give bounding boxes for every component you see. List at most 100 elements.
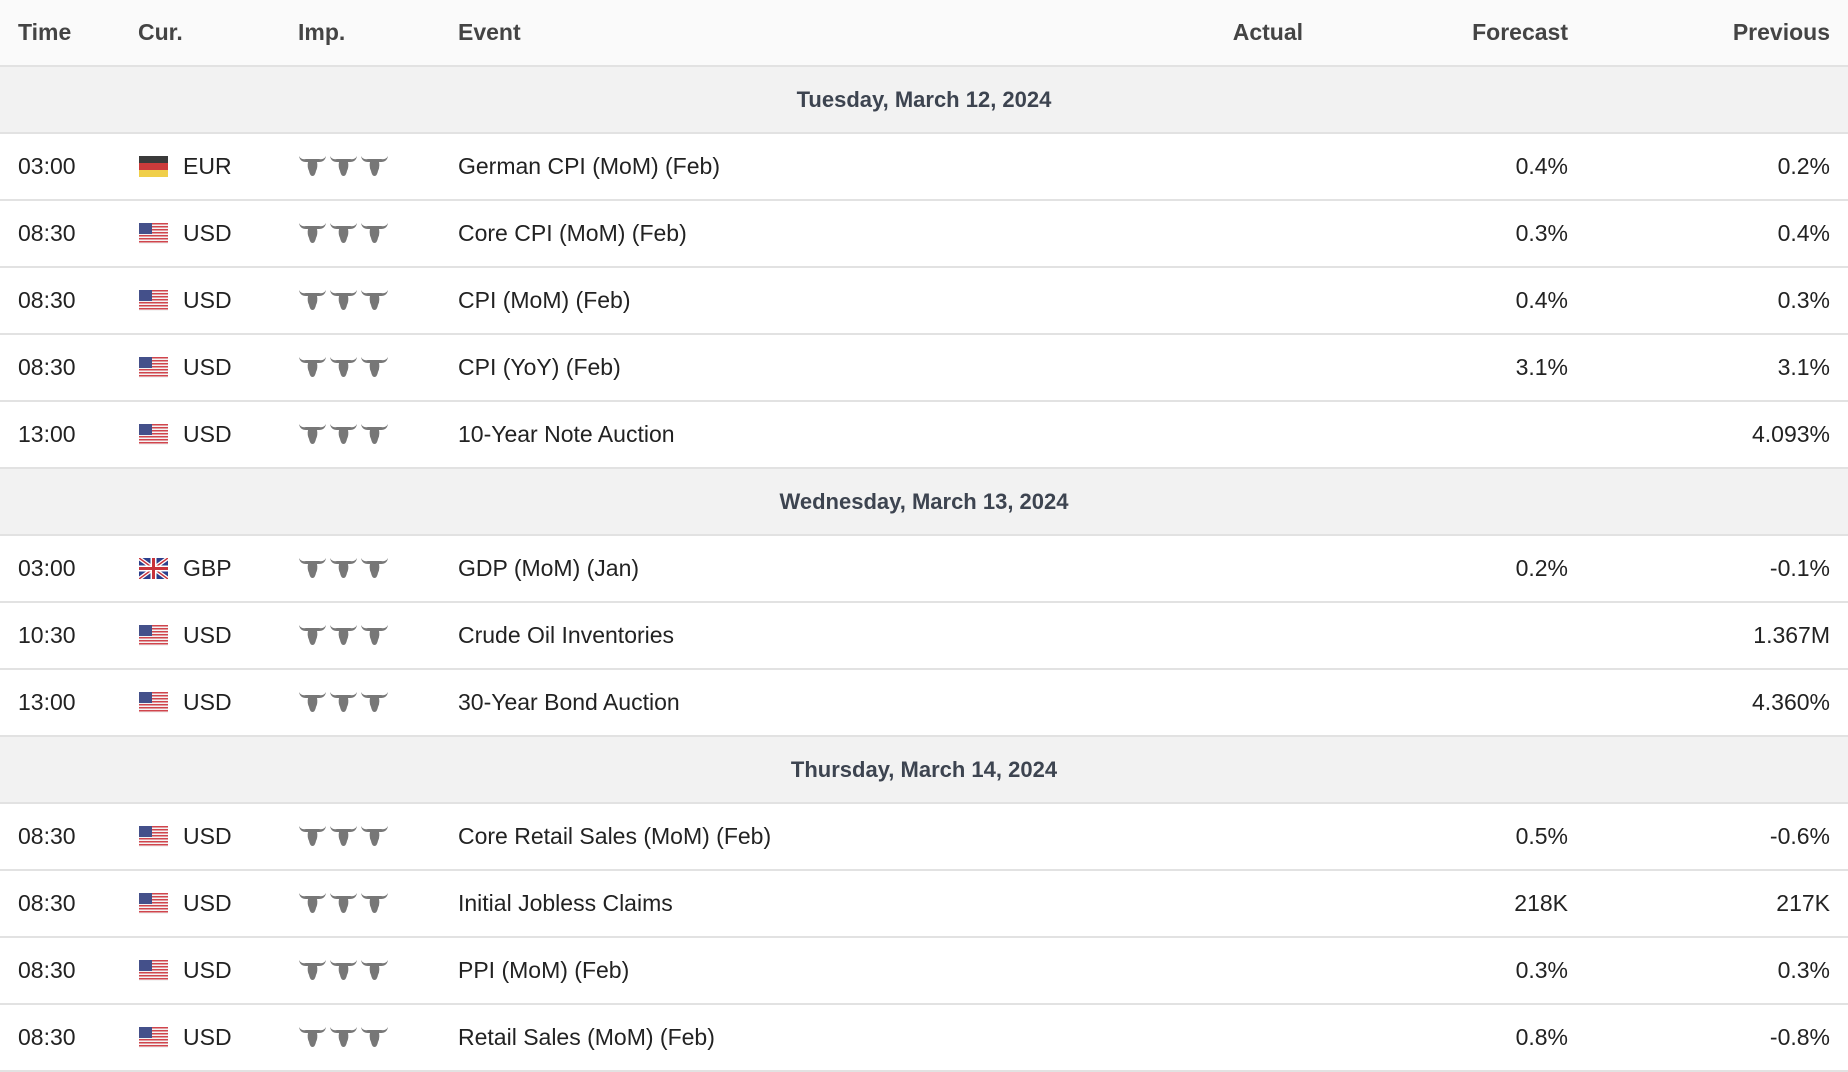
bull-icon	[299, 960, 326, 980]
event-previous: 0.3%	[1777, 957, 1830, 983]
event-row[interactable]: 08:30 USD CPI (YoY) (Feb) 3.1% 3.1%	[0, 335, 1848, 402]
bull-icon	[330, 290, 357, 310]
event-currency: USD	[183, 1024, 232, 1050]
flag-us-icon	[139, 290, 168, 311]
calendar-header: Time Cur. Imp. Event Actual Forecast Pre…	[0, 0, 1848, 67]
event-name[interactable]: CPI (YoY) (Feb)	[458, 354, 621, 380]
bull-icon	[299, 625, 326, 645]
col-time[interactable]: Time	[18, 19, 72, 45]
event-currency: USD	[183, 421, 232, 447]
event-time: 13:00	[18, 421, 76, 447]
date-label: Wednesday, March 13, 2024	[779, 489, 1069, 514]
importance-rating	[298, 623, 389, 647]
event-previous: 217K	[1776, 890, 1830, 916]
bull-icon	[299, 156, 326, 176]
bull-icon	[330, 558, 357, 578]
event-name[interactable]: German CPI (MoM) (Feb)	[458, 153, 720, 179]
event-previous: -0.6%	[1769, 823, 1830, 849]
event-name[interactable]: Crude Oil Inventories	[458, 622, 675, 648]
event-row[interactable]: 03:00 EUR German CPI (MoM) (Feb) 0.4% 0.…	[0, 134, 1848, 201]
event-forecast: 0.3%	[1515, 957, 1568, 983]
bull-icon	[361, 223, 388, 243]
event-row[interactable]: 08:30 USD Core Retail Sales (MoM) (Feb) …	[0, 804, 1848, 871]
event-name[interactable]: 30-Year Bond Auction	[458, 689, 680, 715]
bull-icon	[361, 424, 388, 444]
event-row[interactable]: 08:30 USD Initial Jobless Claims 218K 21…	[0, 871, 1848, 938]
date-row: Tuesday, March 12, 2024	[0, 67, 1848, 134]
event-forecast: 0.4%	[1515, 153, 1568, 179]
col-importance[interactable]: Imp.	[298, 19, 346, 45]
bull-icon	[361, 156, 388, 176]
bull-icon	[299, 357, 326, 377]
event-previous: -0.1%	[1769, 555, 1830, 581]
event-time: 08:30	[18, 354, 76, 380]
flag-us-icon	[139, 1027, 168, 1048]
event-row[interactable]: 13:00 USD 30-Year Bond Auction 4.360%	[0, 670, 1848, 737]
bull-icon	[299, 424, 326, 444]
bull-icon	[299, 223, 326, 243]
bull-icon	[330, 625, 357, 645]
bull-icon	[299, 893, 326, 913]
event-name[interactable]: Initial Jobless Claims	[458, 890, 673, 916]
event-currency: USD	[183, 622, 232, 648]
event-forecast: 0.8%	[1515, 1024, 1568, 1050]
event-row[interactable]: 03:00 GBP GDP (MoM) (Jan) 0.2% -0.1%	[0, 536, 1848, 603]
event-currency: USD	[183, 957, 232, 983]
event-name[interactable]: Retail Sales (MoM) (Feb)	[458, 1024, 715, 1050]
event-row[interactable]: 08:30 USD PPI (MoM) (Feb) 0.3% 0.3%	[0, 938, 1848, 1005]
bull-icon	[361, 558, 388, 578]
bull-icon	[361, 893, 388, 913]
flag-de-icon	[139, 156, 168, 177]
event-name[interactable]: 10-Year Note Auction	[458, 421, 675, 447]
event-row[interactable]: 10:30 USD Crude Oil Inventories 1.367M	[0, 603, 1848, 670]
bull-icon	[299, 826, 326, 846]
event-time: 08:30	[18, 823, 76, 849]
event-forecast: 0.5%	[1515, 823, 1568, 849]
event-name[interactable]: GDP (MoM) (Jan)	[458, 555, 640, 581]
event-row[interactable]: 13:00 USD 10-Year Note Auction 4.093%	[0, 402, 1848, 469]
date-row: Wednesday, March 13, 2024	[0, 469, 1848, 536]
bull-icon	[330, 1027, 357, 1047]
event-previous: 0.2%	[1777, 153, 1830, 179]
event-row[interactable]: 08:30 USD Retail Sales (MoM) (Feb) 0.8% …	[0, 1005, 1848, 1072]
event-currency: USD	[183, 823, 232, 849]
importance-rating	[298, 690, 389, 714]
col-currency[interactable]: Cur.	[138, 19, 183, 45]
bull-icon	[330, 893, 357, 913]
importance-rating	[298, 355, 389, 379]
col-previous[interactable]: Previous	[1732, 19, 1830, 45]
event-time: 08:30	[18, 220, 76, 246]
flag-us-icon	[139, 692, 168, 713]
bull-icon	[361, 290, 388, 310]
event-name[interactable]: Core Retail Sales (MoM) (Feb)	[458, 823, 772, 849]
event-time: 10:30	[18, 622, 76, 648]
event-row[interactable]: 08:30 USD Core CPI (MoM) (Feb) 0.3% 0.4%	[0, 201, 1848, 268]
event-forecast: 0.2%	[1515, 555, 1568, 581]
event-previous: 4.093%	[1751, 421, 1830, 447]
event-currency: USD	[183, 287, 232, 313]
col-actual[interactable]: Actual	[1232, 19, 1303, 45]
bull-icon	[299, 290, 326, 310]
col-event[interactable]: Event	[458, 19, 521, 45]
event-time: 13:00	[18, 689, 76, 715]
event-currency: EUR	[183, 153, 232, 179]
bull-icon	[299, 1027, 326, 1047]
event-name[interactable]: PPI (MoM) (Feb)	[458, 957, 630, 983]
bull-icon	[330, 424, 357, 444]
event-previous: 3.1%	[1777, 354, 1830, 380]
bull-icon	[361, 960, 388, 980]
event-currency: GBP	[183, 555, 232, 581]
flag-us-icon	[139, 826, 168, 847]
event-row[interactable]: 08:30 USD CPI (MoM) (Feb) 0.4% 0.3%	[0, 268, 1848, 335]
importance-rating	[298, 154, 389, 178]
importance-rating	[298, 422, 389, 446]
col-forecast[interactable]: Forecast	[1472, 19, 1568, 45]
event-name[interactable]: CPI (MoM) (Feb)	[458, 287, 631, 313]
event-name[interactable]: Core CPI (MoM) (Feb)	[458, 220, 687, 246]
bull-icon	[330, 692, 357, 712]
flag-us-icon	[139, 893, 168, 914]
event-time: 08:30	[18, 957, 76, 983]
flag-us-icon	[139, 424, 168, 445]
event-previous: -0.8%	[1769, 1024, 1830, 1050]
flag-us-icon	[139, 223, 168, 244]
